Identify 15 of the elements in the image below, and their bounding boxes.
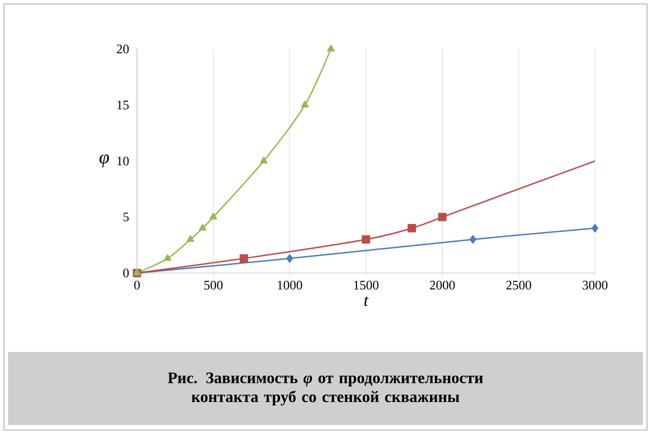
x-tick-label: 1000 (278, 280, 302, 290)
x-tick-label: 2500 (506, 280, 532, 290)
x-tick-label: 1500 (354, 280, 378, 290)
y-tick-label: 0 (123, 268, 129, 278)
x-tick-label: 0 (134, 280, 140, 290)
y-tick-label: 15 (117, 100, 129, 110)
x-tick-label: 3000 (582, 280, 608, 290)
y-tick-label: 5 (124, 212, 129, 222)
x-tick-label: 2000 (430, 280, 455, 290)
x-tick-label: 500 (204, 280, 223, 290)
text: Рис. Зависимость φ от продолжительности контакта труб со стенкой скважины (168, 372, 483, 406)
y-axis-title: φ (100, 154, 109, 168)
y-tick-label: 10 (117, 156, 129, 166)
x-axis-title: t (364, 296, 369, 306)
y-tick-label: 20 (116, 44, 129, 54)
